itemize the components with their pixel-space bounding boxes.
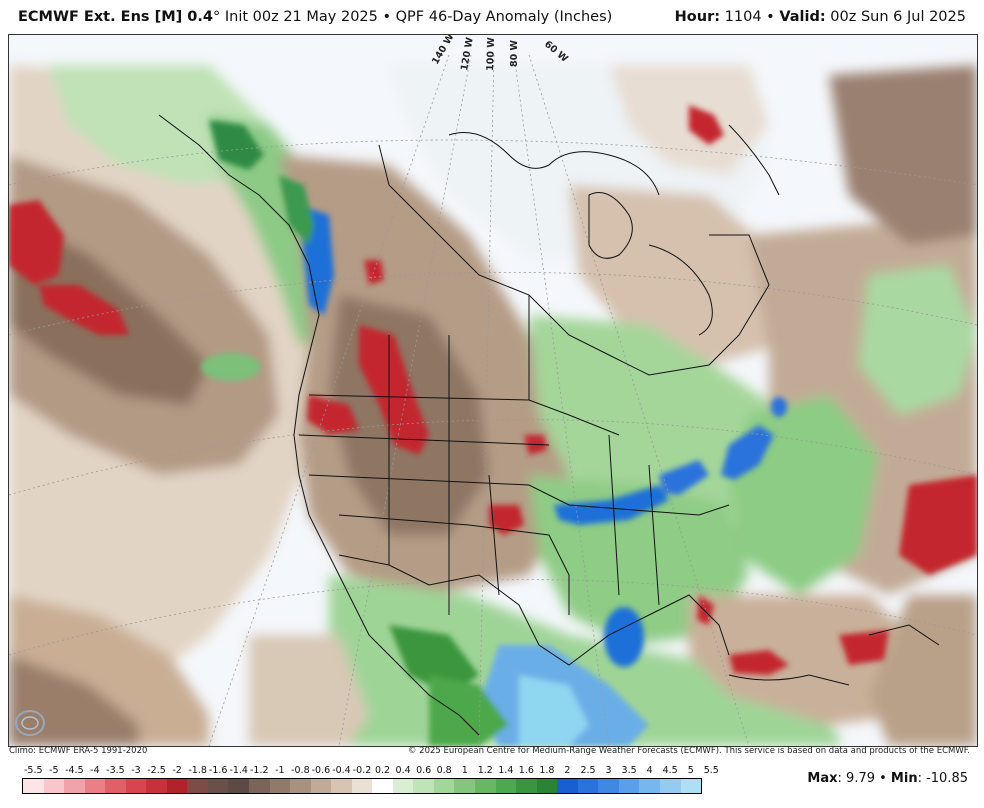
colorbar-swatch [84, 779, 106, 793]
colorbar-swatch [516, 779, 537, 793]
colorbar-swatch [64, 779, 85, 793]
colorbar-tick-label: 1.2 [477, 765, 493, 776]
max-value: : 9.79 • [837, 771, 891, 786]
max-min-readout: Max: 9.79 • Min: -10.85 [807, 771, 968, 786]
colorbar-tick-label: 4.5 [662, 765, 678, 776]
max-label: Max [807, 771, 838, 786]
colorbar-swatch [43, 779, 65, 793]
lon-label-80w: 80 W [509, 39, 520, 67]
colorbar-tick-label: -2.5 [147, 765, 166, 776]
climo-note: Climo: ECMWF ERA-5 1991-2020 [9, 746, 148, 756]
colorbar-tick-label: 0.6 [416, 765, 432, 776]
hour-value: 1104 • [720, 9, 780, 25]
colorbar-swatch [598, 779, 619, 793]
colorbar-tick-label: 1.6 [518, 765, 534, 776]
colorbar-tick-label: 3 [605, 765, 612, 776]
colorbar-tick-label: 0.8 [436, 765, 452, 776]
header: ECMWF Ext. Ens [M] 0.4° Init 00z 21 May … [0, 0, 984, 34]
colorbar-tick-label: 2.5 [580, 765, 596, 776]
colorbar-swatch [228, 779, 250, 793]
weatherbell-logo [12, 695, 102, 740]
colorbar-tick-label: 4 [646, 765, 653, 776]
valid-label: Valid: [779, 9, 826, 25]
copyright-note: © 2025 European Centre for Medium-Range … [407, 746, 970, 756]
colorbar-tick-label: 0.2 [374, 765, 391, 776]
colorbar-swatch [475, 779, 496, 793]
colorbar-tick-label: -1.4 [229, 765, 248, 776]
hour-label: Hour: [674, 9, 721, 25]
colorbar-tick-label: 5.5 [703, 765, 719, 776]
colorbar-tick-label: -5 [49, 765, 59, 776]
colorbar-swatch [536, 779, 558, 793]
precip-anomaly-map: 140 W 120 W 100 W 80 W 60 W [9, 35, 977, 746]
colorbar-tick-label: -3 [131, 765, 141, 776]
colorbar-swatch [269, 779, 291, 793]
title-left: ECMWF Ext. Ens [M] 0.4° Init 00z 21 May … [18, 0, 612, 34]
colorbar-tick-label: 5 [687, 765, 694, 776]
boundaries [158, 114, 940, 736]
init-text: Init 00z 21 May 2025 • QPF 46-Day Anomal… [220, 9, 613, 25]
degree-sign: ° [213, 9, 221, 25]
colorbar-tick-label: 2 [564, 765, 571, 776]
colorbar-labels: -5.5 -5 -4.5 -4 -3.5 -3 -2.5 -2 -1.8 -1.6 -1.4 -1.2… [22, 764, 719, 777]
colorbar-tick-label: 1.4 [498, 765, 514, 776]
colorbar-swatch [454, 779, 476, 793]
colorbar-swatch [249, 779, 270, 793]
colorbar-swatch [639, 779, 660, 793]
colorbar-swatch [166, 779, 188, 793]
colorbar-tick-label: 1.8 [539, 765, 555, 776]
model-name: ECMWF Ext. Ens [M] 0.4 [18, 9, 213, 25]
colorbar-swatch [146, 779, 167, 793]
colorbar-tick-label: -2 [172, 765, 182, 776]
colorbar-swatch [680, 779, 702, 793]
colorbar-tick-label: -4.5 [65, 765, 84, 776]
colorbar-swatch [618, 779, 640, 793]
lon-label-100w: 100 W [485, 37, 497, 72]
colorbar-tick-label: -1.6 [208, 765, 228, 776]
colorbar-swatch [433, 779, 455, 793]
colorbar-swatch [331, 779, 352, 793]
colorbar-swatch [125, 779, 147, 793]
colorbar-legend: -5.5 -5 -4.5 -4 -3.5 -3 -2.5 -2 -1.8 -1.6 -1.4 -1.2… [22, 764, 719, 796]
colorbar-swatch [392, 779, 414, 793]
colorbar-swatch [659, 779, 681, 793]
valid-value: 00z Sun 6 Jul 2025 [825, 9, 966, 25]
colorbar-tick-label: -3.5 [106, 765, 125, 776]
title-right: Hour: 1104 • Valid: 00z Sun 6 Jul 2025 [675, 0, 966, 34]
colorbar-tick-label: -0.4 [332, 765, 351, 776]
colorbar-swatch [577, 779, 599, 793]
colorbar-swatch [310, 779, 332, 793]
colorbar-tick-label: -1.2 [249, 765, 269, 776]
min-label: Min [890, 771, 918, 786]
colorbar-tick-label: -0.2 [352, 765, 372, 776]
colorbar-swatch [351, 779, 373, 793]
colorbar-tick-label: -5.5 [23, 765, 43, 776]
graticule [9, 54, 977, 746]
colorbar-bar [22, 778, 702, 794]
min-value: : -10.85 [917, 771, 968, 786]
colorbar-swatch [105, 779, 126, 793]
map-panel: 140 W 120 W 100 W 80 W 60 W [8, 34, 978, 747]
colorbar-swatch [23, 779, 44, 793]
colorbar-swatch [207, 779, 229, 793]
colorbar-swatch [495, 779, 517, 793]
colorbar-tick-label: -1.8 [188, 765, 207, 776]
colorbar-swatch [290, 779, 311, 793]
colorbar-swatch [413, 779, 434, 793]
colorbar-tick-label: -1 [275, 765, 285, 776]
colorbar-tick-label: -0.6 [311, 765, 331, 776]
anomaly-field-broad [9, 65, 977, 746]
colorbar-swatch [557, 779, 578, 793]
colorbar-tick-label: -0.8 [291, 765, 310, 776]
colorbar-swatch [372, 779, 393, 793]
anomaly-field-detail [9, 105, 977, 746]
colorbar-tick-label: 1 [461, 765, 468, 776]
colorbar-tick-label: 3.5 [621, 765, 637, 776]
colorbar-swatch [187, 779, 208, 793]
colorbar-tick-label: 0.4 [395, 765, 411, 776]
colorbar-tick-label: -4 [90, 765, 100, 776]
